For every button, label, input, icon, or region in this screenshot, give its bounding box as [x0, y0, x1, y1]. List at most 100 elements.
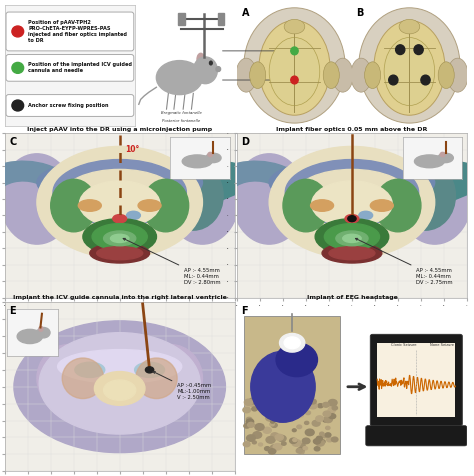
Ellipse shape: [250, 62, 266, 89]
Ellipse shape: [97, 247, 143, 260]
Ellipse shape: [37, 147, 202, 258]
Circle shape: [396, 45, 405, 55]
Circle shape: [323, 418, 328, 422]
Text: F: F: [242, 306, 248, 316]
Ellipse shape: [39, 333, 200, 434]
Circle shape: [329, 414, 336, 419]
Ellipse shape: [370, 200, 393, 211]
Ellipse shape: [259, 20, 330, 115]
Circle shape: [310, 399, 316, 404]
Ellipse shape: [193, 57, 218, 84]
Ellipse shape: [365, 62, 381, 89]
Circle shape: [326, 417, 332, 422]
Circle shape: [318, 404, 323, 408]
Circle shape: [319, 432, 324, 436]
Ellipse shape: [396, 161, 456, 230]
Ellipse shape: [135, 362, 164, 377]
Ellipse shape: [447, 58, 468, 92]
Ellipse shape: [283, 179, 329, 232]
Circle shape: [271, 423, 277, 427]
Circle shape: [305, 421, 309, 425]
Ellipse shape: [80, 181, 160, 227]
Circle shape: [246, 417, 252, 421]
Ellipse shape: [51, 179, 97, 232]
Ellipse shape: [322, 243, 382, 263]
Ellipse shape: [232, 154, 306, 244]
Circle shape: [326, 426, 330, 429]
Circle shape: [270, 423, 274, 426]
Circle shape: [329, 403, 336, 408]
Circle shape: [316, 440, 324, 446]
Circle shape: [421, 75, 430, 85]
Circle shape: [292, 440, 301, 446]
Ellipse shape: [269, 38, 320, 106]
Circle shape: [244, 424, 250, 428]
FancyBboxPatch shape: [377, 343, 456, 417]
Circle shape: [248, 400, 257, 406]
Circle shape: [291, 414, 297, 418]
Circle shape: [280, 334, 305, 352]
Title: Implant of EEG headstage: Implant of EEG headstage: [307, 296, 397, 300]
Circle shape: [12, 100, 24, 111]
Text: AP :- 4.55mm
ML:- 0.44mm
DV :- 2.80mm: AP :- 4.55mm ML:- 0.44mm DV :- 2.80mm: [123, 238, 221, 285]
Circle shape: [332, 406, 337, 410]
Ellipse shape: [399, 20, 420, 34]
Circle shape: [291, 47, 298, 55]
Circle shape: [266, 436, 275, 443]
Ellipse shape: [398, 154, 472, 244]
Circle shape: [246, 435, 255, 441]
Circle shape: [316, 416, 323, 421]
Title: Implant the ICV guide cannula into the right lateral ventricle: Implant the ICV guide cannula into the r…: [13, 296, 227, 300]
Circle shape: [271, 420, 274, 423]
Text: Position of pAAV-TPH2
PRO-ChETA-EYFP-WPRES-PAS
injected and fiber optics implant: Position of pAAV-TPH2 PRO-ChETA-EYFP-WPR…: [28, 20, 127, 43]
Ellipse shape: [83, 218, 156, 255]
Circle shape: [210, 61, 212, 65]
Ellipse shape: [332, 58, 353, 92]
Bar: [178, 13, 185, 25]
Text: AP :- 4.55mm
ML:- 0.44mm
DV :- 2.75mm: AP :- 4.55mm ML:- 0.44mm DV :- 2.75mm: [356, 238, 453, 285]
Wedge shape: [206, 161, 313, 216]
Circle shape: [282, 442, 286, 445]
Circle shape: [301, 399, 305, 402]
Circle shape: [271, 433, 279, 438]
Ellipse shape: [127, 211, 140, 219]
Ellipse shape: [375, 179, 421, 232]
Circle shape: [252, 407, 257, 411]
Circle shape: [328, 407, 335, 413]
Circle shape: [325, 433, 331, 437]
Ellipse shape: [147, 165, 193, 227]
Ellipse shape: [244, 8, 345, 123]
Ellipse shape: [345, 215, 359, 223]
Circle shape: [249, 398, 257, 404]
Ellipse shape: [138, 200, 161, 211]
Ellipse shape: [315, 218, 389, 255]
Ellipse shape: [0, 154, 73, 244]
Circle shape: [258, 443, 263, 446]
Circle shape: [273, 411, 280, 416]
Wedge shape: [159, 161, 266, 216]
Text: A: A: [242, 9, 249, 19]
Ellipse shape: [53, 159, 186, 225]
Circle shape: [327, 437, 333, 442]
Bar: [218, 13, 224, 25]
Ellipse shape: [197, 53, 204, 66]
Ellipse shape: [312, 181, 392, 227]
Circle shape: [146, 367, 154, 373]
Text: AP :-0.45mm
ML:-1.00mm
V :- 2.50mm: AP :-0.45mm ML:-1.00mm V :- 2.50mm: [153, 372, 211, 400]
Circle shape: [302, 438, 310, 444]
Circle shape: [316, 436, 322, 441]
Text: E: E: [9, 306, 16, 316]
Circle shape: [313, 439, 320, 444]
Circle shape: [277, 400, 284, 406]
Ellipse shape: [92, 224, 147, 250]
Ellipse shape: [438, 62, 454, 89]
Ellipse shape: [294, 169, 410, 222]
Circle shape: [116, 216, 124, 222]
Ellipse shape: [78, 200, 101, 211]
Ellipse shape: [380, 165, 426, 227]
Circle shape: [266, 415, 274, 421]
Ellipse shape: [269, 147, 435, 258]
Ellipse shape: [62, 358, 104, 398]
Ellipse shape: [94, 372, 145, 406]
Ellipse shape: [104, 380, 136, 400]
